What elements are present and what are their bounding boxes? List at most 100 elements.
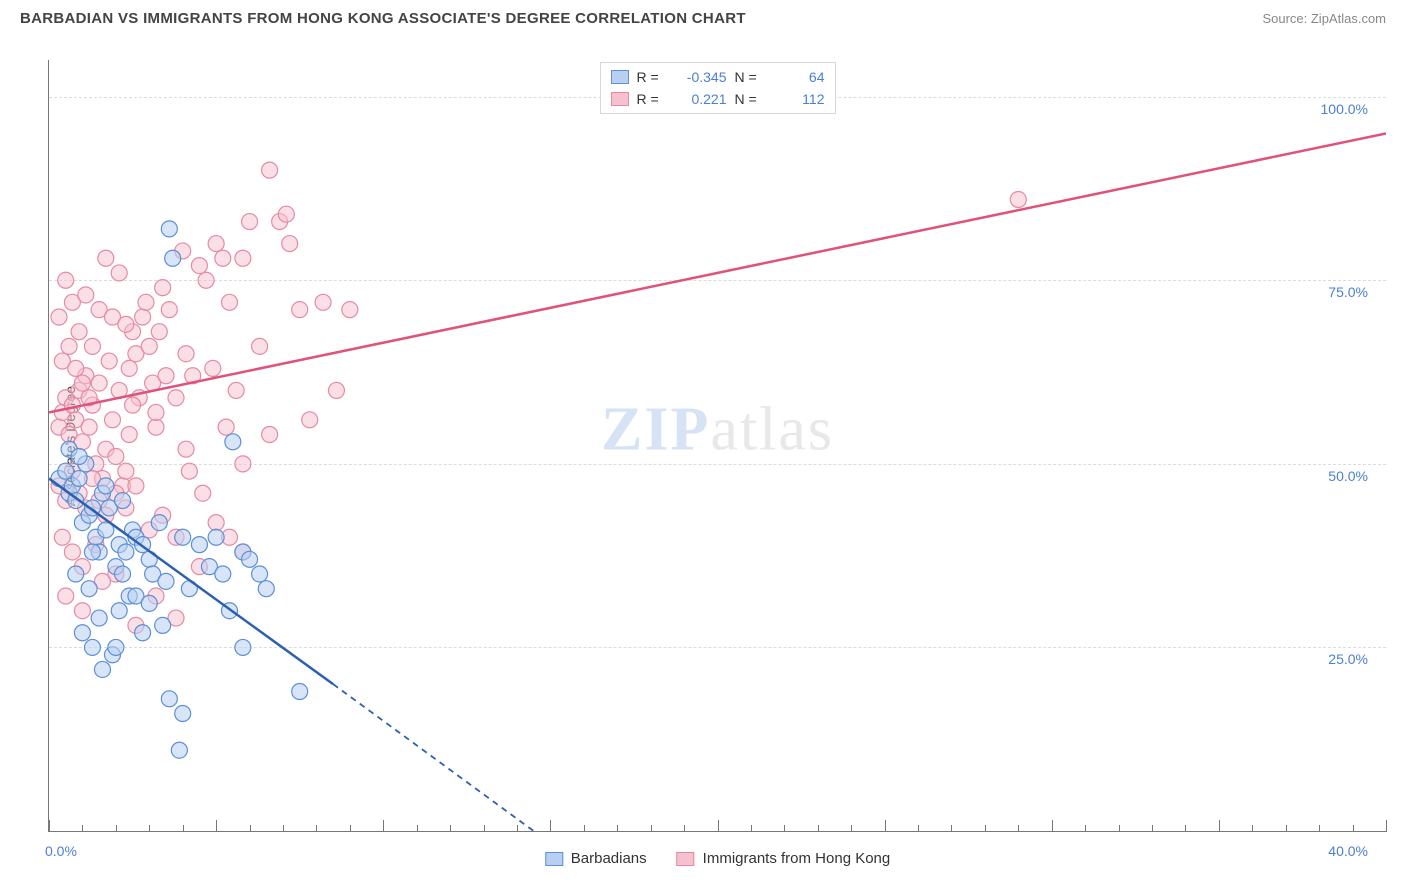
legend-stats-row-blue: R = -0.345 N = 64 <box>611 66 825 88</box>
data-point <box>94 661 110 677</box>
data-point <box>342 302 358 318</box>
data-point <box>242 551 258 567</box>
data-point <box>108 639 124 655</box>
swatch-blue <box>545 852 563 866</box>
data-point <box>64 397 80 413</box>
data-point <box>98 478 114 494</box>
data-point <box>161 302 177 318</box>
data-point <box>78 287 94 303</box>
data-point <box>84 544 100 560</box>
legend-stats-row-pink: R = 0.221 N = 112 <box>611 88 825 110</box>
data-point <box>121 426 137 442</box>
data-point <box>242 214 258 230</box>
data-point <box>235 639 251 655</box>
data-point <box>191 537 207 553</box>
data-point <box>141 595 157 611</box>
data-point <box>84 338 100 354</box>
data-point <box>155 280 171 296</box>
legend-item-pink: Immigrants from Hong Kong <box>677 850 891 867</box>
data-point <box>155 617 171 633</box>
swatch-pink <box>677 852 695 866</box>
chart-title: BARBADIAN VS IMMIGRANTS FROM HONG KONG A… <box>20 10 746 27</box>
data-point <box>198 272 214 288</box>
data-point <box>148 419 164 435</box>
data-point <box>68 566 84 582</box>
data-point <box>1010 192 1026 208</box>
data-point <box>235 250 251 266</box>
data-point <box>302 412 318 428</box>
data-point <box>74 375 90 391</box>
data-point <box>221 294 237 310</box>
data-point <box>292 302 308 318</box>
data-point <box>68 360 84 376</box>
data-point <box>135 309 151 325</box>
data-point <box>178 441 194 457</box>
data-point <box>225 434 241 450</box>
x-axis-max: 40.0% <box>1328 843 1368 859</box>
data-point <box>141 338 157 354</box>
data-point <box>215 250 231 266</box>
data-point <box>161 221 177 237</box>
data-point <box>118 463 134 479</box>
data-point <box>191 258 207 274</box>
x-axis-min: 0.0% <box>45 843 77 859</box>
data-point <box>262 426 278 442</box>
data-point <box>121 360 137 376</box>
data-point <box>151 515 167 531</box>
data-point <box>208 515 224 531</box>
data-point <box>292 683 308 699</box>
data-point <box>262 162 278 178</box>
data-point <box>252 566 268 582</box>
data-point <box>71 471 87 487</box>
data-point <box>151 324 167 340</box>
data-point <box>111 603 127 619</box>
data-point <box>115 493 131 509</box>
data-point <box>81 581 97 597</box>
r-label: R = <box>637 91 667 107</box>
data-point <box>175 706 191 722</box>
series-name-pink: Immigrants from Hong Kong <box>703 850 891 867</box>
data-point <box>228 382 244 398</box>
data-point <box>208 236 224 252</box>
r-value-blue: -0.345 <box>675 69 727 85</box>
data-point <box>61 338 77 354</box>
data-point <box>171 742 187 758</box>
data-point <box>165 250 181 266</box>
data-point <box>84 639 100 655</box>
data-point <box>175 529 191 545</box>
data-point <box>115 566 131 582</box>
swatch-pink <box>611 92 629 106</box>
data-point <box>118 544 134 560</box>
data-point <box>282 236 298 252</box>
data-point <box>91 610 107 626</box>
data-point <box>258 581 274 597</box>
data-point <box>315 294 331 310</box>
data-point <box>168 390 184 406</box>
data-point <box>105 412 121 428</box>
data-point <box>71 324 87 340</box>
n-label: N = <box>735 91 765 107</box>
data-point <box>158 573 174 589</box>
data-point <box>218 419 234 435</box>
data-point <box>54 529 70 545</box>
data-point <box>148 404 164 420</box>
data-point <box>58 588 74 604</box>
data-point <box>195 485 211 501</box>
data-point <box>125 397 141 413</box>
trend-line-pink <box>49 133 1386 412</box>
n-value-blue: 64 <box>773 69 825 85</box>
plot-area: ZIPatlas R = -0.345 N = 64 R = 0.221 N =… <box>48 60 1386 832</box>
data-point <box>138 294 154 310</box>
data-point <box>208 529 224 545</box>
source-credit: Source: ZipAtlas.com <box>1262 11 1386 26</box>
swatch-blue <box>611 70 629 84</box>
data-point <box>58 272 74 288</box>
trend-line-blue-dashed <box>333 684 534 831</box>
data-point <box>74 625 90 641</box>
data-point <box>51 309 67 325</box>
data-point <box>91 375 107 391</box>
data-point <box>278 206 294 222</box>
data-point <box>64 544 80 560</box>
data-point <box>118 316 134 332</box>
data-point <box>158 368 174 384</box>
